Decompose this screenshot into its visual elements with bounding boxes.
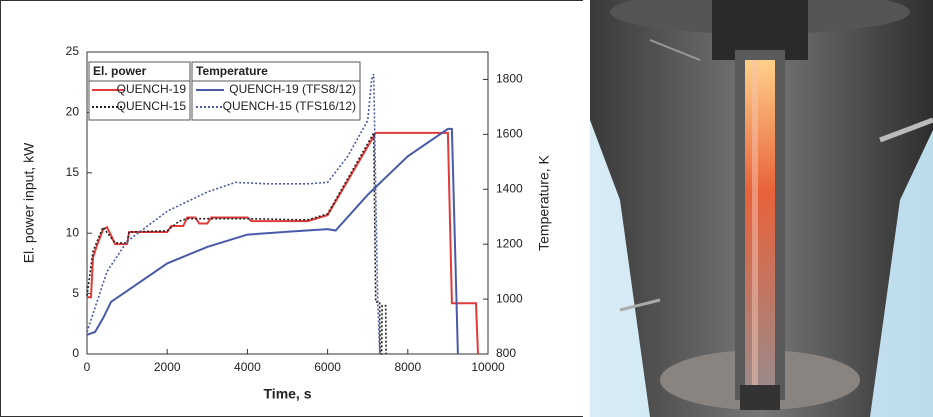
- plot-frame: [86, 51, 489, 355]
- x-tick-label: 10000: [471, 360, 505, 374]
- x-tick-label: 2000: [154, 360, 181, 374]
- y2-tick-label: 1000: [496, 291, 523, 305]
- separator: [583, 0, 590, 417]
- heated-bundle: [745, 60, 775, 390]
- y2-tick-label: 800: [496, 346, 516, 360]
- legend-label: QUENCH-15: [117, 99, 187, 113]
- legend-label: QUENCH-19: [117, 82, 187, 96]
- series-line: [86, 73, 381, 355]
- series-line: [86, 127, 459, 355]
- x-tick-label: 0: [84, 360, 91, 374]
- pipe: [879, 117, 933, 143]
- rod: [649, 39, 701, 61]
- series-line: [86, 129, 387, 355]
- y-tick-label: 0: [72, 346, 79, 360]
- y2-tick-label: 1200: [496, 236, 523, 250]
- legend-label: QUENCH-15 (TFS16/12): [223, 99, 356, 113]
- y-tick-label: 25: [66, 44, 80, 58]
- y2-axis-label: Temperature, K: [536, 154, 552, 250]
- y-tick-label: 10: [66, 225, 80, 239]
- legend-title: Temperature: [196, 64, 268, 78]
- x-tick-label: 6000: [314, 360, 341, 374]
- y-axis-label: El. power input, kW: [21, 142, 37, 263]
- x-axis-label: Time, s: [264, 386, 312, 402]
- y-tick-label: 20: [66, 105, 80, 119]
- y2-tick-label: 1400: [496, 181, 523, 195]
- y2-tick-label: 1800: [496, 72, 523, 86]
- rod-highlight: [752, 60, 758, 390]
- bottom-fitting: [740, 385, 780, 410]
- legend-label: QUENCH-19 (TFS8/12): [229, 82, 356, 96]
- reactor-illustration: [583, 0, 933, 417]
- y2-tick-label: 1600: [496, 127, 523, 141]
- y-tick-label: 15: [66, 165, 80, 179]
- chart: 0 2000 4000 6000 8000 10000 0 5 10 15 20 25 800 1000 1…: [21, 44, 552, 402]
- x-tick-label: 4000: [234, 360, 261, 374]
- pipe-lower: [619, 298, 661, 312]
- y-tick-label: 5: [72, 286, 79, 300]
- x-tick-label: 8000: [394, 360, 421, 374]
- legend-title: El. power: [93, 64, 147, 78]
